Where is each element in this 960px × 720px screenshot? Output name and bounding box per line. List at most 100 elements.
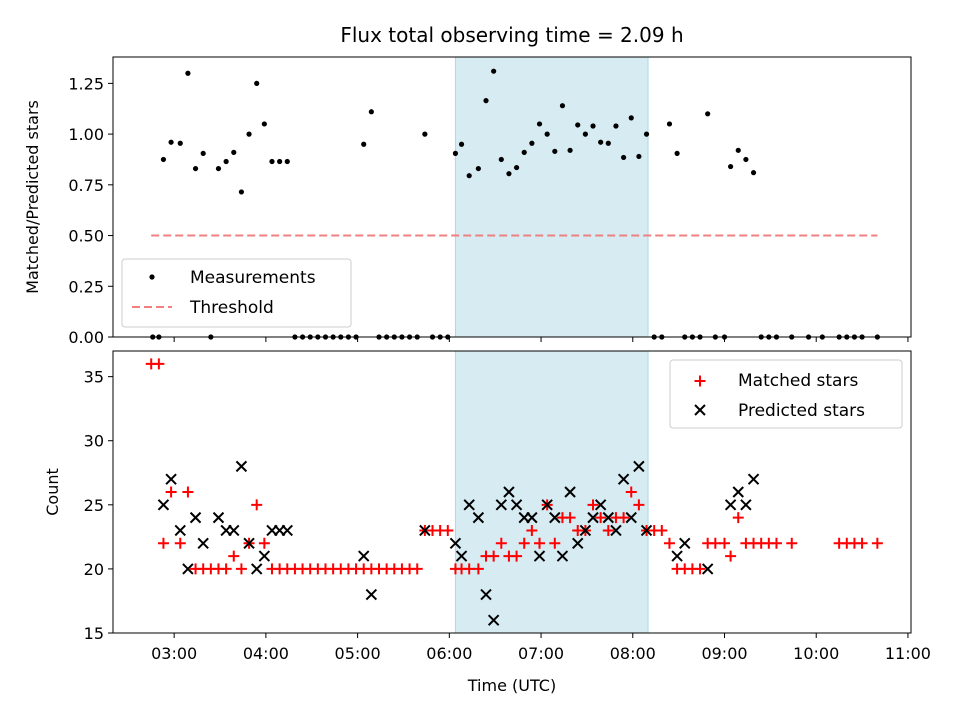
legend-marker-matched — [694, 375, 706, 387]
matched-point — [549, 537, 561, 549]
measurement-point — [544, 131, 550, 137]
measurement-point — [628, 115, 634, 121]
x-tick-label: 11:00 — [885, 644, 931, 663]
predicted-point — [365, 588, 378, 601]
measurement-point — [261, 121, 267, 127]
legend-label-measurements: Measurements — [190, 268, 316, 288]
matched-point — [165, 486, 177, 498]
matched-point — [153, 358, 165, 370]
predicted-point — [358, 550, 370, 562]
measurement-point — [513, 164, 520, 171]
predicted-point — [212, 511, 225, 524]
predicted-point — [587, 511, 599, 524]
matched-point — [564, 512, 576, 524]
measurement-point — [605, 140, 611, 146]
measurement-point — [559, 103, 566, 109]
y-tick-label: 0.50 — [68, 227, 104, 246]
y-tick-label: 20 — [84, 560, 104, 579]
legend-marker-measurements — [149, 274, 155, 280]
measurement-point — [575, 122, 581, 128]
legend: Matched stars Predicted stars — [669, 359, 903, 429]
matched-point — [871, 537, 883, 549]
y-tick-label: 25 — [84, 496, 104, 515]
predicted-point — [281, 524, 293, 537]
x-tick-label: 04:00 — [243, 644, 289, 663]
predicted-point — [617, 473, 630, 485]
predicted-point — [533, 550, 546, 562]
y-tick-label: 15 — [84, 624, 104, 643]
measurement-point — [666, 121, 673, 127]
predicted-point — [679, 537, 691, 549]
x-tick-label: 10:00 — [793, 644, 839, 663]
matched-point — [770, 537, 782, 549]
panel-ratio: 0.00 0.25 0.50 0.75 1.00 1.25 Matched/Predicte… — [23, 56, 912, 347]
measurement-point — [238, 189, 245, 195]
matched-point — [411, 563, 423, 575]
legend-label-matched: Matched stars — [738, 371, 858, 391]
predicted-point — [732, 486, 744, 498]
measurement-point — [160, 156, 167, 163]
measurement-point — [246, 131, 252, 137]
measurement-point — [743, 156, 749, 163]
matched-point — [786, 537, 798, 549]
measurement-point — [598, 139, 604, 145]
measurement-point — [200, 150, 206, 156]
measurement-point — [620, 154, 627, 161]
predicted-point — [510, 499, 523, 511]
predicted-point — [579, 524, 592, 537]
matched-point — [157, 537, 169, 549]
measurement-point — [536, 121, 543, 127]
legend: Measurements Threshold — [121, 258, 352, 328]
predicted-point — [197, 537, 209, 549]
measurement-point — [590, 123, 596, 129]
measurement-point — [475, 165, 481, 172]
chart-title: Flux total observing time = 2.09 h — [340, 23, 683, 47]
predicted-point — [487, 614, 500, 626]
predicted-point — [526, 511, 538, 524]
measurement-point — [458, 141, 465, 147]
measurement-point — [231, 149, 237, 155]
legend-marker-predicted — [694, 404, 706, 416]
matched-point — [526, 524, 538, 536]
x-tick-label: 03:00 — [151, 644, 197, 663]
measurement-point — [284, 158, 290, 165]
predicted-point — [541, 499, 553, 511]
predicted-point — [724, 499, 737, 511]
matched-point — [235, 563, 247, 575]
predicted-point — [495, 499, 508, 511]
x-tick-label: 09:00 — [701, 644, 747, 663]
legend-label-predicted: Predicted stars — [738, 401, 865, 421]
measurement-point — [361, 141, 367, 147]
measurement-point — [552, 148, 558, 154]
predicted-point — [449, 537, 462, 549]
highlight-span — [454, 350, 649, 634]
measurement-point — [491, 68, 497, 74]
predicted-point — [503, 486, 515, 498]
measurement-point — [613, 123, 619, 129]
predicted-point — [640, 524, 653, 537]
matched-point — [258, 537, 270, 549]
measurement-point — [215, 165, 222, 172]
measurement-point — [466, 173, 472, 179]
x-axis-label: Time (UTC) — [467, 676, 556, 695]
predicted-point — [463, 499, 475, 511]
predicted-point — [740, 499, 752, 511]
predicted-point — [250, 563, 263, 575]
matched-point — [511, 550, 523, 562]
predicted-point — [235, 460, 248, 473]
matched-point — [856, 537, 868, 549]
y-tick-label: 0.75 — [68, 176, 104, 195]
matched-point — [442, 524, 454, 536]
measurement-point — [705, 111, 711, 117]
predicted-point — [671, 550, 683, 562]
predicted-point — [625, 511, 637, 524]
x-tick-label: 08:00 — [610, 644, 656, 663]
predicted-point — [572, 537, 584, 549]
plot-frame — [112, 56, 912, 338]
measurement-point — [582, 131, 588, 137]
y-tick-label: 0.25 — [68, 277, 104, 296]
legend-box — [669, 359, 903, 429]
matched-point — [709, 537, 721, 549]
matched-point — [182, 486, 194, 498]
